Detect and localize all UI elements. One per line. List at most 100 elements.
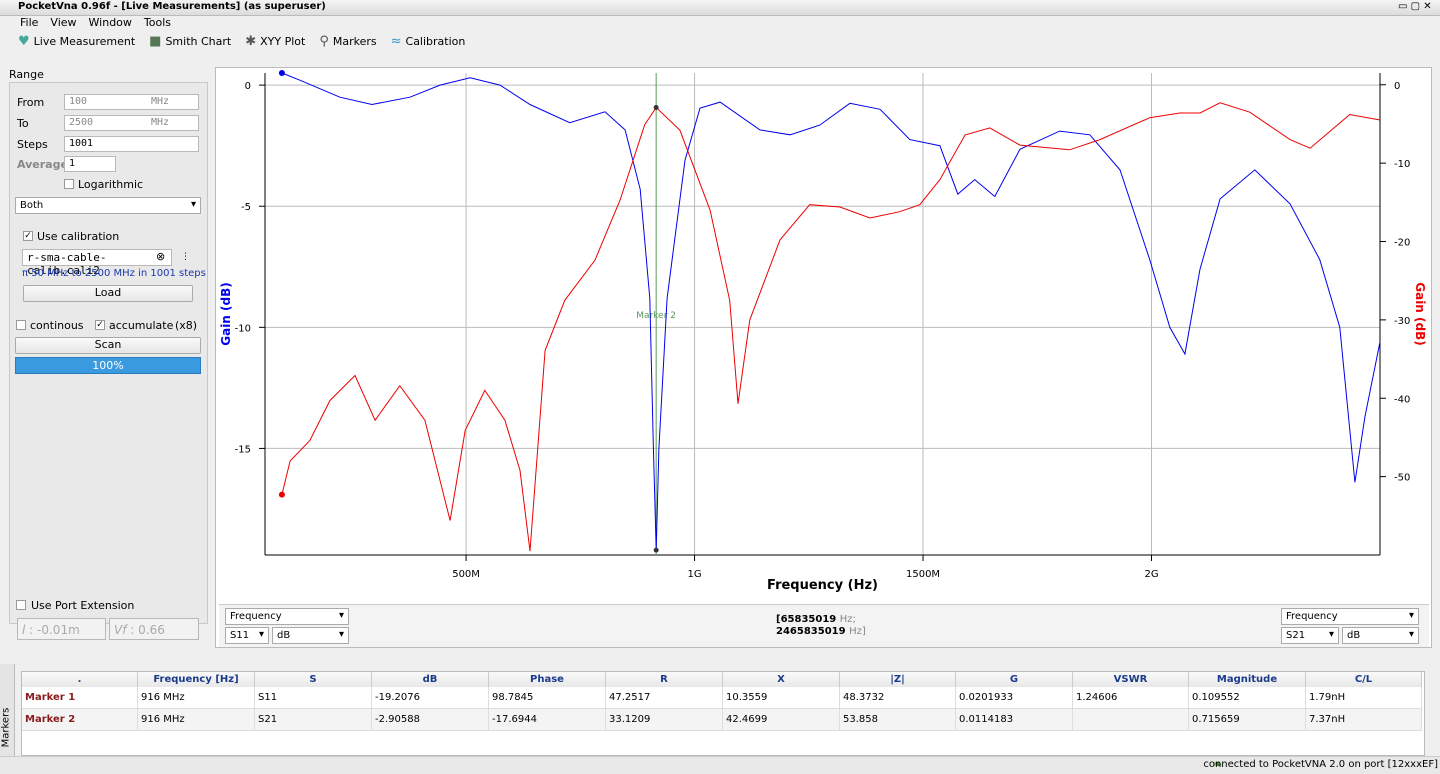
toolbar-button[interactable]: ⚲ Markers: [319, 34, 376, 49]
y2-tick-label: -10: [1394, 159, 1410, 170]
menu-item[interactable]: Window: [88, 16, 132, 29]
toolbar-icon: ⚲: [319, 34, 329, 49]
table-cell: S21: [255, 709, 372, 731]
column-header[interactable]: X: [723, 672, 840, 687]
toolbar-button[interactable]: ♥ Live Measurement: [18, 34, 136, 49]
table-cell: -2.90588: [372, 709, 489, 731]
calibration-file[interactable]: r-sma-cable-calib.cali2: [22, 249, 172, 277]
left-x-select[interactable]: Frequency: [225, 608, 349, 625]
toolbar-label: Live Measurement: [33, 35, 136, 48]
clear-icon[interactable]: ⊗: [156, 250, 166, 263]
marker-point: [653, 547, 659, 553]
continous-checkbox[interactable]: [16, 320, 26, 330]
window-controls[interactable]: ▭ ▢ ✕: [1398, 1, 1432, 12]
y2-tick-label: -50: [1394, 473, 1410, 484]
l-input[interactable]: l : -0.01m: [17, 618, 106, 640]
table-cell: 10.3559: [723, 687, 840, 709]
vf-input[interactable]: Vf : 0.66: [109, 618, 199, 640]
accumulate-label: accumulate: [109, 319, 174, 332]
column-header[interactable]: Magnitude: [1189, 672, 1306, 687]
right-unit-select[interactable]: dB: [1342, 627, 1419, 644]
start-point: [278, 70, 285, 76]
menu-item[interactable]: File: [20, 16, 39, 29]
chart-pane: [215, 67, 1432, 648]
to-unit: MHz: [151, 117, 170, 128]
chart-controls: [219, 604, 1429, 647]
steps-input[interactable]: 1001: [64, 136, 199, 152]
toolbar-label: Smith Chart: [165, 35, 232, 48]
range-unit: Hz]: [849, 626, 866, 637]
y-tick-label: 0: [245, 81, 251, 92]
table-cell: 47.2517: [606, 687, 723, 709]
y2-tick-label: 0: [1394, 81, 1400, 92]
range-start: [65835019: [776, 614, 837, 625]
calibration-info: π 50 MHz to 2500 MHz in 1001 steps: [22, 268, 206, 279]
to-label: To: [17, 117, 29, 130]
column-header[interactable]: S: [255, 672, 372, 687]
log-checkbox[interactable]: [64, 179, 74, 189]
load-button[interactable]: Load: [23, 285, 193, 302]
progress-bar: 100%: [15, 357, 201, 374]
scan-button[interactable]: Scan: [15, 337, 201, 354]
column-header[interactable]: C/L: [1306, 672, 1422, 687]
column-header[interactable]: Frequency [Hz]: [138, 672, 255, 687]
table-cell: 1.79nH: [1306, 687, 1422, 709]
accumulate-checkbox[interactable]: ✓: [95, 320, 105, 330]
column-header[interactable]: Phase: [489, 672, 606, 687]
steps-label: Steps: [17, 138, 48, 151]
more-icon[interactable]: ⋮: [181, 252, 190, 262]
window-title: PocketVna 0.96f - [Live Measurements] (a…: [18, 1, 326, 12]
l-label: l: [22, 623, 26, 637]
from-value: 100: [69, 96, 88, 107]
log-label: Logarithmic: [78, 178, 144, 191]
table-cell: 916 MHz: [138, 687, 255, 709]
toolbar-button[interactable]: ≈ Calibration: [391, 34, 466, 49]
marker-point: [653, 104, 659, 110]
to-input[interactable]: 2500 MHz: [64, 115, 199, 131]
column-header[interactable]: G: [956, 672, 1073, 687]
right-x-select[interactable]: Frequency: [1281, 608, 1419, 625]
table-cell: [1073, 709, 1189, 731]
toolbar-icon: ✱: [245, 34, 257, 49]
right-param-select[interactable]: S21: [1281, 627, 1339, 644]
y-tick-label: -15: [235, 444, 251, 455]
from-input[interactable]: 100 MHz: [64, 94, 199, 110]
y-tick-label: -5: [241, 202, 251, 213]
average-input[interactable]: 1: [64, 156, 116, 172]
toolbar-button[interactable]: ✱ XYY Plot: [245, 34, 305, 49]
dock-tab[interactable]: [0, 664, 15, 756]
table-cell: 7.37nH: [1306, 709, 1422, 731]
y2-tick-label: -30: [1394, 316, 1410, 327]
table-cell: 33.1209: [606, 709, 723, 731]
status-bar: [0, 756, 1440, 774]
y2-axis-label: Gain (dB): [1413, 282, 1427, 346]
table-cell: S11: [255, 687, 372, 709]
port-ext-label: Use Port Extension: [31, 599, 135, 612]
to-value: 2500: [69, 117, 94, 128]
vf-value: : 0.66: [130, 623, 165, 637]
y2-tick-label: -20: [1394, 238, 1410, 249]
table-cell: 1.24606: [1073, 687, 1189, 709]
range-unit: Hz;: [839, 614, 856, 625]
range-title: Range: [9, 68, 44, 81]
markers-tab[interactable]: Markers: [0, 707, 12, 748]
left-unit-select[interactable]: dB: [272, 627, 349, 644]
column-header[interactable]: VSWR: [1073, 672, 1189, 687]
toolbar-button[interactable]: ■ Smith Chart: [149, 34, 232, 49]
port-ext-checkbox[interactable]: [16, 600, 26, 610]
left-param-select[interactable]: S11: [225, 627, 269, 644]
menu-item[interactable]: Tools: [143, 16, 172, 29]
l-value: : -0.01m: [29, 623, 80, 637]
column-header[interactable]: R: [606, 672, 723, 687]
table-cell: 42.4699: [723, 709, 840, 731]
calibration-checkbox[interactable]: ✓: [23, 231, 33, 241]
mode-select[interactable]: Both: [15, 197, 201, 214]
column-header[interactable]: dB: [372, 672, 489, 687]
table-cell: 48.3732: [840, 687, 956, 709]
menu-item[interactable]: View: [50, 16, 77, 29]
y-axis-label: Gain (dB): [219, 282, 233, 346]
column-header[interactable]: |Z|: [840, 672, 956, 687]
average-label: Average: [17, 158, 68, 171]
column-header[interactable]: .: [22, 672, 138, 687]
